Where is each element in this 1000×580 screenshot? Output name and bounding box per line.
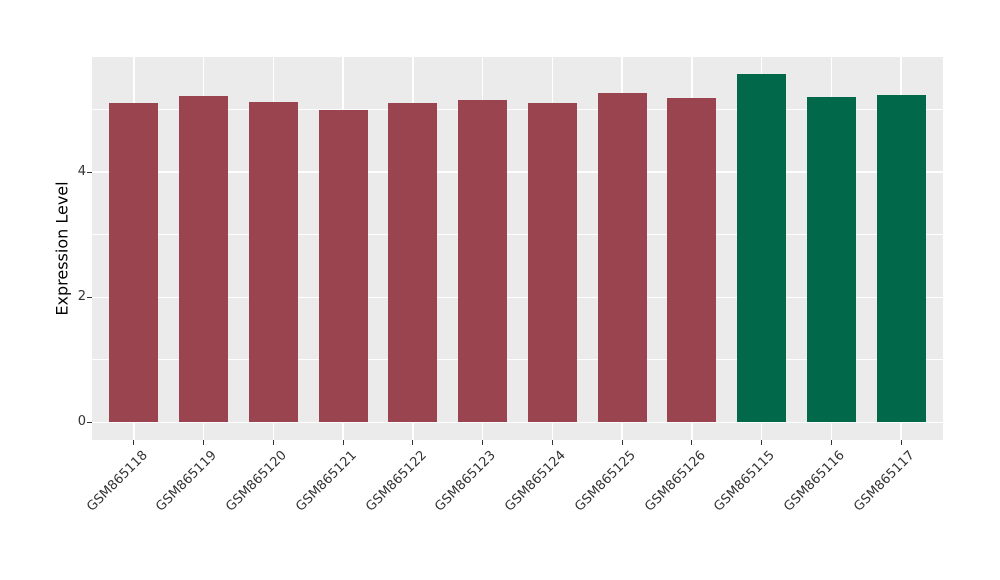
bar-GSM865123	[458, 99, 508, 423]
x-tick-label: GSM865126	[641, 448, 709, 515]
y-axis-title: Expression Level	[46, 57, 78, 440]
gridline-major-y	[92, 296, 943, 299]
x-tick-label: GSM865121	[293, 448, 360, 515]
y-tick-mark	[87, 421, 92, 423]
y-tick-label: 4	[77, 164, 86, 180]
x-tick-label: GSM865117	[851, 448, 918, 515]
bar-GSM865121	[318, 110, 368, 423]
x-tick-label: GSM865123	[432, 448, 500, 515]
bar-GSM865116	[806, 97, 856, 423]
gridline-major-y	[92, 171, 943, 173]
x-tick-mark	[691, 440, 693, 445]
bar-GSM865126	[667, 98, 717, 423]
plot-panel	[92, 57, 943, 440]
x-tick-label: GSM865125	[572, 448, 639, 515]
bar-GSM865115	[737, 73, 787, 423]
y-tick-mark	[87, 296, 92, 298]
x-tick-mark	[412, 440, 414, 445]
x-tick-label: GSM865116	[781, 448, 849, 515]
x-tick-mark	[900, 440, 902, 445]
x-tick-label: GSM865120	[223, 448, 290, 515]
x-tick-mark	[551, 440, 553, 445]
x-tick-label: GSM865124	[502, 448, 569, 515]
x-tick-label: GSM865122	[362, 448, 430, 515]
x-tick-mark	[133, 440, 135, 445]
gridline-major-y	[92, 421, 943, 424]
y-tick-mark	[87, 171, 92, 173]
x-tick-mark	[621, 440, 623, 445]
x-tick-label: GSM865115	[711, 448, 779, 515]
bar-GSM865125	[597, 93, 647, 423]
bar-GSM865119	[179, 95, 228, 423]
x-tick-mark	[482, 440, 484, 445]
x-tick-label: GSM865119	[153, 448, 221, 515]
bar-GSM865120	[248, 102, 298, 423]
bar-GSM865118	[109, 102, 159, 423]
y-tick-label: 0	[77, 414, 86, 430]
bar-GSM865117	[876, 95, 926, 423]
y-tick-label: 2	[77, 289, 86, 305]
x-tick-mark	[272, 440, 274, 445]
x-tick-mark	[203, 440, 205, 445]
x-tick-mark	[761, 440, 763, 445]
x-tick-mark	[830, 440, 832, 445]
gridline-minor-y	[92, 359, 943, 361]
gridline-minor-y	[92, 109, 943, 110]
x-tick-label: GSM865118	[83, 448, 151, 515]
x-tick-mark	[342, 440, 344, 445]
gridline-minor-y	[92, 234, 943, 236]
bar-GSM865124	[527, 103, 577, 423]
bar-GSM865122	[388, 102, 438, 423]
